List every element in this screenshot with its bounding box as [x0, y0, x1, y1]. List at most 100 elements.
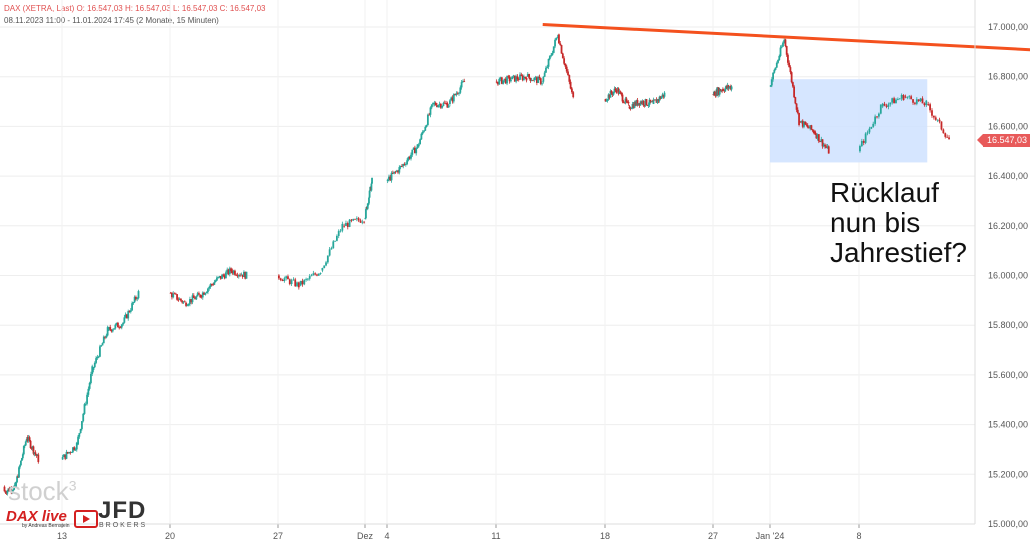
candle-body — [32, 446, 35, 454]
x-tick-label: 27 — [708, 531, 718, 541]
candle-body — [770, 79, 773, 86]
candle-body — [203, 292, 205, 295]
candle-body — [301, 280, 304, 285]
candle-body — [507, 76, 510, 78]
candle-body — [190, 299, 193, 303]
chart-header-period: 08.11.2023 11:00 - 11.01.2024 17:45 (2 M… — [4, 16, 219, 25]
candle-body — [135, 296, 137, 300]
candle-body — [810, 125, 813, 130]
candle-body — [868, 128, 871, 133]
candle-body — [104, 336, 106, 338]
candle-body — [809, 125, 812, 129]
candle-body — [4, 491, 7, 493]
candle-body — [36, 454, 39, 456]
candle-body — [532, 80, 534, 82]
candle-body — [341, 223, 344, 231]
candle-body — [545, 67, 547, 73]
candle-body — [533, 77, 536, 81]
candle-body — [524, 76, 527, 78]
candle-body — [10, 488, 13, 492]
candle-body — [611, 93, 614, 95]
candle-body — [200, 295, 203, 298]
candle-body — [625, 98, 628, 102]
candle-body — [728, 87, 731, 89]
candle-body — [612, 91, 615, 95]
candle-body — [132, 302, 135, 304]
candle-body — [365, 209, 367, 219]
candle-body — [805, 124, 808, 126]
candle-body — [651, 101, 654, 103]
candle-body — [808, 127, 810, 129]
candle-body — [640, 101, 643, 104]
candle-body — [208, 286, 211, 289]
candle-body — [872, 123, 875, 127]
candle-body — [560, 45, 563, 54]
candle-body — [826, 146, 829, 148]
candle-body — [663, 92, 666, 97]
candle-body — [520, 74, 523, 76]
candle-body — [390, 172, 393, 181]
candle-body — [513, 75, 516, 82]
candle-body — [436, 105, 438, 108]
candle-body — [17, 476, 19, 478]
candle-body — [661, 94, 664, 97]
y-tick-label: 16.200,00 — [988, 221, 1028, 231]
candle-body — [114, 324, 117, 329]
candle-body — [815, 134, 818, 139]
candle-body — [820, 139, 823, 142]
candle-body — [243, 271, 245, 277]
candle-body — [279, 278, 282, 280]
x-tick-label: 11 — [491, 531, 500, 541]
candle-body — [645, 99, 648, 106]
y-tick-label: 15.200,00 — [988, 469, 1028, 479]
candle-body — [5, 492, 8, 494]
annotation-line-2: nun bis — [830, 207, 921, 238]
candle-body — [346, 223, 349, 227]
candle-body — [801, 120, 804, 127]
y-tick-label: 16.800,00 — [988, 72, 1028, 82]
candle-body — [411, 149, 414, 155]
candle-body — [209, 284, 212, 287]
candle-body — [22, 446, 25, 455]
candle-body — [415, 148, 418, 154]
candle-body — [772, 72, 774, 80]
y-axis: 17.000,00 16.800,00 16.600,00 16.400,00 16.2… — [974, 0, 1028, 529]
candle-body — [91, 366, 94, 375]
candle-body — [627, 101, 630, 104]
candle-body — [63, 454, 65, 457]
candle-body — [439, 103, 442, 108]
candle-body — [366, 203, 369, 209]
candle-body — [643, 105, 646, 106]
candle-body — [290, 280, 293, 285]
candle-body — [784, 39, 787, 47]
candle-body — [297, 282, 300, 288]
candle-body — [558, 34, 560, 44]
candle-body — [231, 270, 234, 274]
candle-body — [110, 329, 113, 332]
candle-body — [727, 85, 730, 89]
candle-body — [192, 295, 195, 298]
candle-body — [822, 144, 825, 147]
candle-body — [617, 88, 620, 94]
candle-body — [500, 77, 503, 84]
candle-body — [644, 99, 647, 106]
candle-body — [658, 96, 661, 101]
candle-body — [538, 76, 541, 79]
candle-body — [61, 456, 64, 460]
candle-body — [929, 104, 931, 111]
candle-body — [34, 452, 37, 455]
candle-body — [321, 267, 324, 271]
candle-body — [804, 121, 807, 125]
candle-body — [778, 55, 781, 61]
candle-body — [402, 164, 405, 167]
candle-body — [81, 421, 83, 429]
candle-body — [398, 167, 401, 173]
candle-body — [129, 310, 132, 312]
candle-body — [535, 77, 538, 83]
candle-body — [944, 133, 947, 137]
candle-body — [512, 75, 515, 77]
candle-body — [646, 105, 649, 106]
candle-body — [561, 53, 564, 59]
candle-body — [919, 98, 922, 102]
candle-body — [775, 62, 778, 68]
